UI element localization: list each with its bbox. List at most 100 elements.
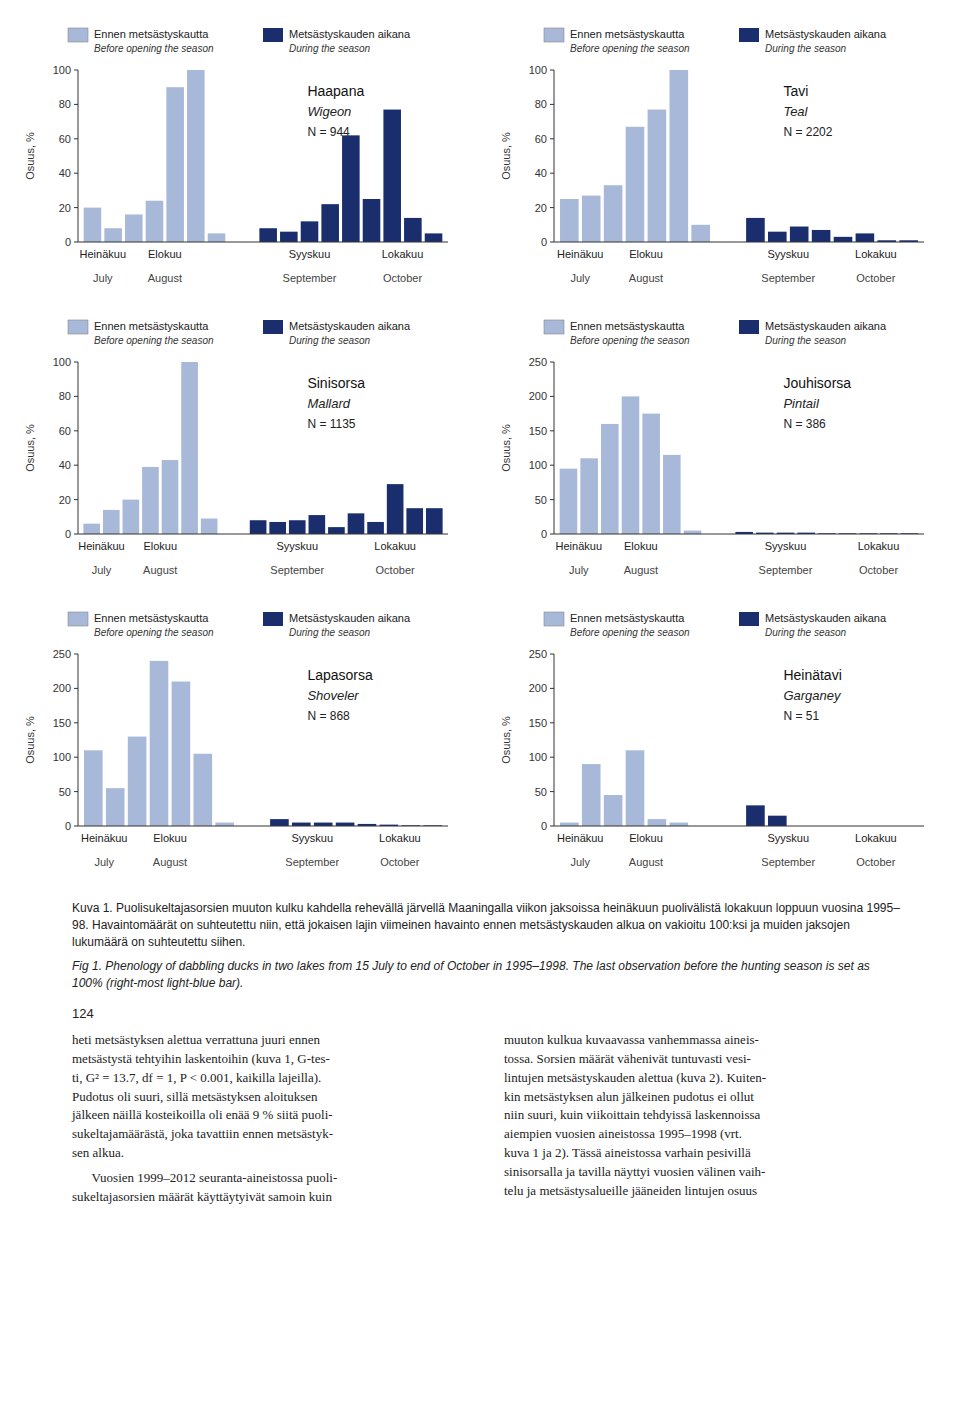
legend-label-en: Before opening the season xyxy=(570,335,690,346)
panel: Ennen metsästyskautta Before opening the … xyxy=(500,28,924,284)
legend-swatch xyxy=(739,28,759,42)
y-label: Osuus, % xyxy=(24,716,36,764)
y-axis xyxy=(554,70,555,242)
month-label: Lokakuu xyxy=(855,832,897,844)
body-line: tossa. Sorsien määrät vähenivät tuntuvas… xyxy=(504,1050,902,1069)
species-name: Sinisorsa xyxy=(307,375,365,391)
y-tick-label: 100 xyxy=(53,64,71,76)
y-tick xyxy=(550,207,554,208)
bar xyxy=(582,764,601,826)
y-tick xyxy=(74,104,78,105)
body-line: sen alkua. xyxy=(72,1144,470,1163)
month-label-en: September xyxy=(761,272,815,284)
month-label-en: July xyxy=(570,272,590,284)
bar xyxy=(181,362,198,534)
y-tick-label: 60 xyxy=(59,133,71,145)
legend-label-en: During the season xyxy=(765,627,847,638)
bar xyxy=(84,208,102,242)
panel: Ennen metsästyskauttaBefore opening the … xyxy=(24,320,448,576)
y-tick-label: 40 xyxy=(59,459,71,471)
legend-swatch xyxy=(68,28,88,42)
panel: Ennen metsästyskauttaBefore opening the … xyxy=(24,612,448,868)
month-label-en: September xyxy=(759,564,813,576)
y-label: Osuus, % xyxy=(500,716,512,764)
paragraph: Vuosien 1999–2012 seuranta-aineistossa p… xyxy=(72,1169,470,1207)
body-column: heti metsästyksen alettua verrattuna juu… xyxy=(72,1031,470,1213)
bar xyxy=(301,221,319,242)
paragraph: heti metsästyksen alettua verrattuna juu… xyxy=(72,1031,470,1163)
y-tick-label: 80 xyxy=(59,390,71,402)
month-label-en: August xyxy=(153,856,187,868)
bar xyxy=(404,218,422,242)
month-label-en: October xyxy=(856,856,895,868)
bar xyxy=(580,458,598,534)
bar xyxy=(309,515,326,534)
annotation: N = 386 xyxy=(783,417,826,431)
y-tick xyxy=(550,396,554,397)
species-name-en: Pintail xyxy=(783,396,820,411)
month-label-en: September xyxy=(761,856,815,868)
y-tick-label: 200 xyxy=(529,682,547,694)
legend-label-en: During the season xyxy=(289,627,371,638)
y-tick xyxy=(74,791,78,792)
legend-label: Metsästyskauden aikana xyxy=(765,28,887,40)
panel: Ennen metsästyskauttaBefore opening the … xyxy=(500,612,924,868)
month-label-en: October xyxy=(380,856,419,868)
legend-label-en: Before opening the season xyxy=(570,43,690,54)
bar xyxy=(270,819,289,826)
bar xyxy=(172,682,191,826)
month-label-en: August xyxy=(143,564,177,576)
y-tick-label: 20 xyxy=(59,202,71,214)
month-label: Heinäkuu xyxy=(78,540,124,552)
x-axis xyxy=(554,826,924,827)
bars xyxy=(560,396,919,534)
bar xyxy=(426,508,443,534)
bar xyxy=(746,805,765,826)
y-axis xyxy=(554,362,555,534)
bar xyxy=(289,520,306,534)
month-label: Elokuu xyxy=(143,540,177,552)
y-tick xyxy=(550,465,554,466)
bar xyxy=(348,513,365,534)
month-label: Heinäkuu xyxy=(556,540,602,552)
month-label: Heinäkuu xyxy=(557,248,603,260)
y-tick-label: 40 xyxy=(59,167,71,179)
x-axis xyxy=(78,242,448,243)
legend-label: Ennen metsästyskautta xyxy=(94,28,209,40)
body-line: ti, G² = 13.7, df = 1, P < 0.001, kaikil… xyxy=(72,1069,470,1088)
body-line: muuton kulkua kuvaavassa vanhemmassa ain… xyxy=(504,1031,902,1050)
y-tick-label: 50 xyxy=(535,786,547,798)
body-line: aiempien vuosien aineistossa 1995–1998 (… xyxy=(504,1125,902,1144)
month-label-en: September xyxy=(285,856,339,868)
body-line: metsästystä tehtyihin laskentoihin (kuva… xyxy=(72,1050,470,1069)
page-text: Kuva 1. Puolisukeltajasorsien muuton kul… xyxy=(72,900,902,1213)
y-tick-label: 80 xyxy=(535,98,547,110)
y-tick-label: 150 xyxy=(529,425,547,437)
annotation: N = 868 xyxy=(307,709,350,723)
bar xyxy=(367,522,384,534)
y-tick-label: 150 xyxy=(53,717,71,729)
caption: Kuva 1. Puolisukeltajasorsien muuton kul… xyxy=(72,900,902,950)
legend-label: Metsästyskauden aikana xyxy=(289,28,411,40)
y-axis xyxy=(78,362,79,534)
bar xyxy=(684,531,702,534)
body-line: sukeltajasorsien määrät käyttäytyivät sa… xyxy=(72,1188,470,1207)
legend-label: Ennen metsästyskautta xyxy=(570,28,685,40)
bar xyxy=(103,510,120,534)
y-tick xyxy=(74,396,78,397)
y-tick xyxy=(74,722,78,723)
bars xyxy=(560,750,787,826)
legend-label: Metsästyskauden aikana xyxy=(289,320,411,332)
page-number: 124 xyxy=(72,1006,902,1021)
body-line: telu ja metsästysalueille jääneiden lint… xyxy=(504,1182,902,1201)
bar xyxy=(648,110,667,242)
y-tick-label: 250 xyxy=(53,648,71,660)
month-label: Syyskuu xyxy=(276,540,318,552)
y-tick-label: 0 xyxy=(65,820,71,832)
y-tick xyxy=(550,173,554,174)
y-tick xyxy=(550,138,554,139)
legend-label: Ennen metsästyskautta xyxy=(94,612,209,624)
legend-swatch xyxy=(544,612,564,626)
y-tick-label: 0 xyxy=(65,528,71,540)
y-tick-label: 50 xyxy=(535,494,547,506)
